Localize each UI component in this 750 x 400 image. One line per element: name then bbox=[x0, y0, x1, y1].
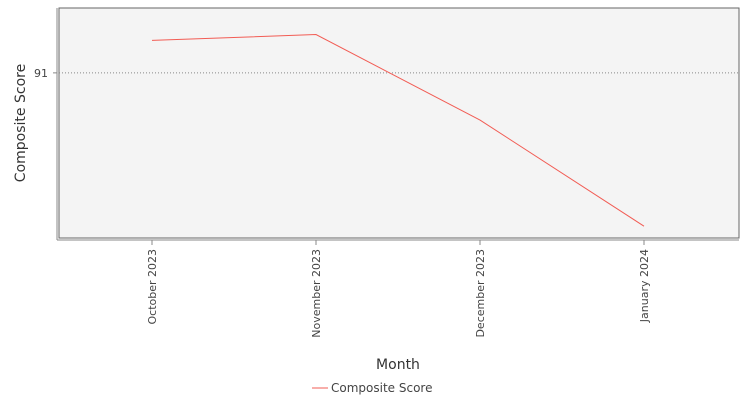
legend: Composite Score bbox=[312, 381, 432, 395]
series-line-0 bbox=[151, 34, 645, 227]
x-axis-ticks: October 2023 November 2023 December 2023 Ja… bbox=[146, 240, 651, 338]
y-axis-title: Composite Score bbox=[13, 64, 29, 182]
plot-area bbox=[58, 7, 740, 239]
x-tick-label-2: December 2023 bbox=[474, 249, 487, 338]
x-tick-label-3: January 2024 bbox=[638, 249, 651, 323]
x-tick-label-1: November 2023 bbox=[310, 249, 323, 338]
x-axis-title: Month bbox=[376, 357, 420, 373]
x-tick-label-0: October 2023 bbox=[146, 249, 159, 325]
y-tick-label-0: 91 bbox=[34, 67, 48, 80]
y-axis-ticks: 91 bbox=[34, 67, 57, 80]
legend-label: Composite Score bbox=[331, 381, 432, 395]
series-lines bbox=[151, 34, 645, 227]
